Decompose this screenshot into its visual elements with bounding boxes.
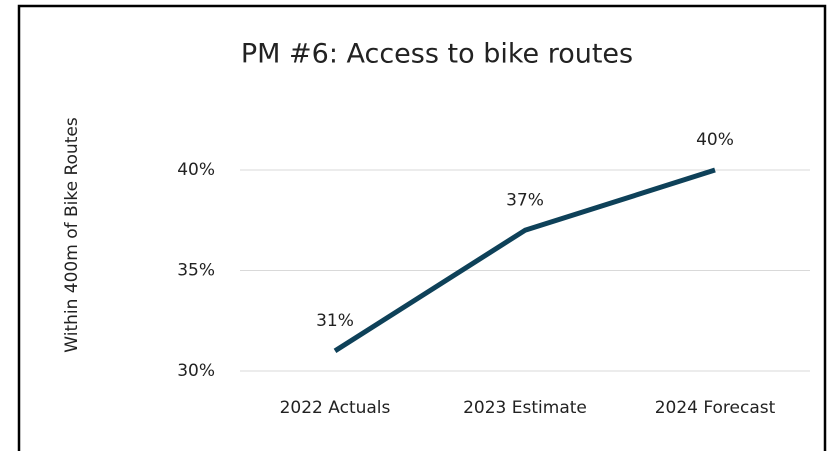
y-tick-label: 40% bbox=[177, 160, 215, 180]
chart-frame bbox=[17, 4, 827, 451]
y-tick-label: 35% bbox=[177, 261, 215, 281]
y-tick-label: 30% bbox=[177, 361, 215, 381]
data-line bbox=[333, 167, 716, 354]
data-label: 31% bbox=[316, 311, 354, 331]
chart-title: PM #6: Access to bike routes bbox=[241, 39, 633, 70]
x-tick-label: 2023 Estimate bbox=[463, 398, 587, 418]
x-tick-label: 2022 Actuals bbox=[280, 398, 391, 418]
data-label: 40% bbox=[696, 130, 734, 150]
x-tick-label: 2024 Forecast bbox=[655, 398, 776, 418]
data-label: 37% bbox=[506, 190, 544, 210]
y-axis-label: Within 400m of Bike Routes bbox=[62, 117, 82, 353]
